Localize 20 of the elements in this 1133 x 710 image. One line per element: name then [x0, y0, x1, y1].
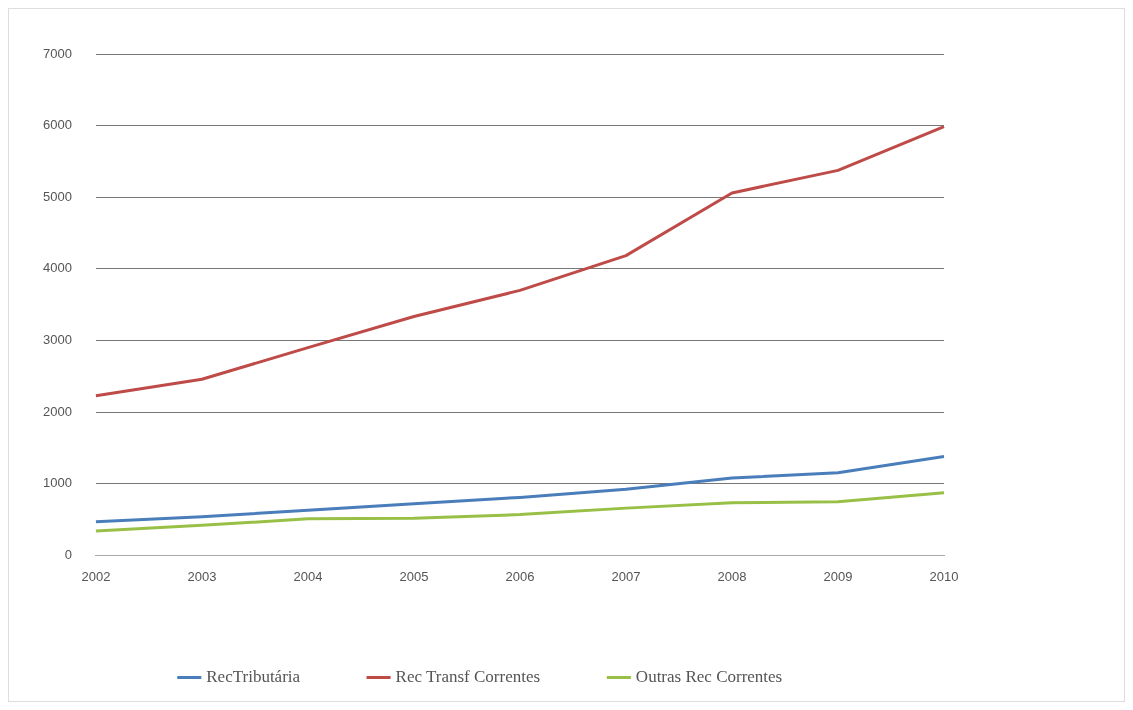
x-tick-label: 2004 — [293, 568, 323, 584]
y-tick-label: 5000 — [43, 188, 72, 204]
y-tick-label: 0 — [64, 546, 72, 562]
x-tick-label: 2002 — [81, 568, 111, 584]
x-tick-label: 2006 — [505, 568, 535, 584]
legend-label: Rec Transf Correntes — [395, 666, 541, 686]
x-tick-label: 2009 — [823, 568, 853, 584]
y-tick-label: 4000 — [43, 260, 72, 276]
x-tick-label: 2007 — [611, 568, 641, 584]
x-tick-label: 2003 — [187, 568, 217, 584]
y-tick-label: 7000 — [43, 45, 72, 61]
x-tick-label: 2008 — [717, 568, 747, 584]
y-tick-label: 3000 — [43, 332, 72, 348]
legend-label: Outras Rec Correntes — [635, 666, 783, 686]
x-tick-label: 2005 — [399, 568, 429, 584]
legend-label: RecTributária — [206, 666, 301, 686]
y-tick-label: 2000 — [43, 403, 72, 419]
x-tick-label: 2010 — [929, 568, 959, 584]
y-tick-label: 1000 — [43, 475, 72, 491]
y-tick-label: 6000 — [43, 117, 72, 133]
